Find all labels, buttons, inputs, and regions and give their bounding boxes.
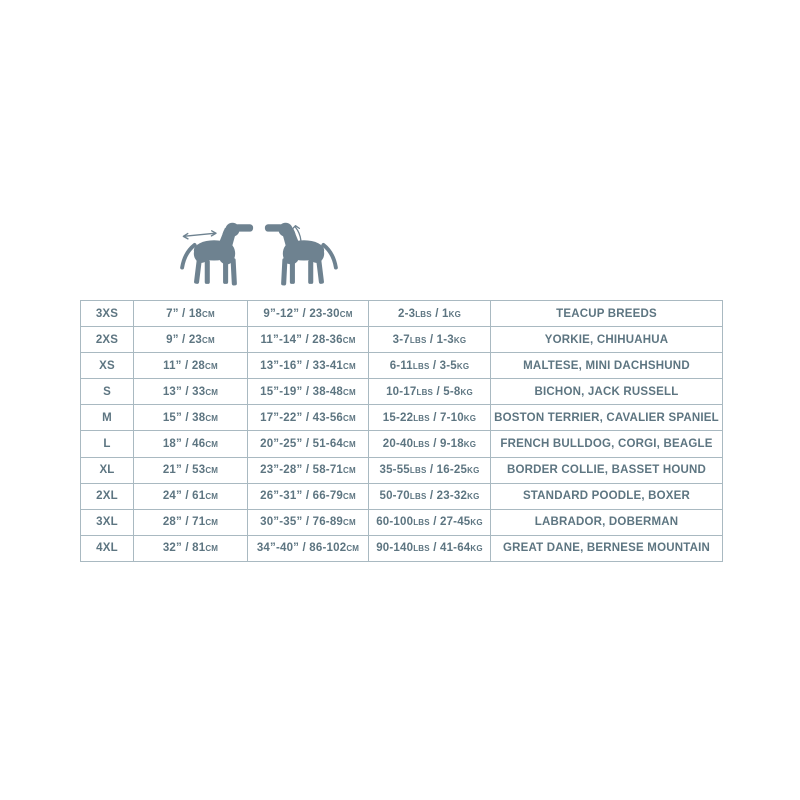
back-length-cell: 28” / 71cm xyxy=(133,508,248,536)
weight-cell: 60-100lbs / 27-45kg xyxy=(368,508,491,536)
breeds-cell: YORKIE, CHIHUAHUA xyxy=(490,326,723,354)
breeds-cell: BORDER COLLIE, BASSET HOUND xyxy=(490,456,723,484)
back-length-cell: 32” / 81cm xyxy=(133,534,248,562)
table-row: L 18” / 46cm 20”-25” / 51-64cm 20-40lbs … xyxy=(80,430,723,458)
table-row: 2XS 9” / 23cm 11”-14” / 28-36cm 3-7lbs /… xyxy=(80,326,723,354)
size-cell: L xyxy=(80,430,134,458)
breeds-cell: BOSTON TERRIER, CAVALIER SPANIEL xyxy=(490,404,723,432)
back-length-cell: 18” / 46cm xyxy=(133,430,248,458)
weight-cell: 50-70lbs / 23-32kg xyxy=(368,482,491,510)
table-row: M 15” / 38cm 17”-22” / 43-56cm 15-22lbs … xyxy=(80,404,723,432)
table-row: S 13” / 33cm 15”-19” / 38-48cm 10-17lbs … xyxy=(80,378,723,406)
table-row: 3XS 7” / 18cm 9”-12” / 23-30cm 2-3lbs / … xyxy=(80,299,723,328)
chest-girth-cell: 11”-14” / 28-36cm xyxy=(247,326,369,354)
size-cell: 3XL xyxy=(80,508,134,536)
chest-girth-cell: 20”-25” / 51-64cm xyxy=(247,430,369,458)
table-row: 4XL 32” / 81cm 34”-40” / 86-102cm 90-140… xyxy=(80,534,723,562)
breeds-cell: LABRADOR, DOBERMAN xyxy=(490,508,723,536)
table-row: 3XL 28” / 71cm 30”-35” / 76-89cm 60-100l… xyxy=(80,508,723,536)
chest-girth-cell: 17”-22” / 43-56cm xyxy=(247,404,369,432)
size-cell: 3XS xyxy=(80,299,134,328)
dog-back-length-icon xyxy=(180,220,256,288)
back-length-cell: 9” / 23cm xyxy=(133,326,248,354)
chest-girth-cell: 13”-16” / 33-41cm xyxy=(247,352,369,380)
breeds-cell: STANDARD POODLE, BOXER xyxy=(490,482,723,510)
chest-girth-cell: 23”-28” / 58-71cm xyxy=(247,456,369,484)
weight-cell: 3-7lbs / 1-3kg xyxy=(368,326,491,354)
table-row: 2XL 24” / 61cm 26”-31” / 66-79cm 50-70lb… xyxy=(80,482,723,510)
table-row: XL 21” / 53cm 23”-28” / 58-71cm 35-55lbs… xyxy=(80,456,723,484)
size-cell: 2XL xyxy=(80,482,134,510)
chest-girth-cell: 26”-31” / 66-79cm xyxy=(247,482,369,510)
chest-girth-cell: 9”-12” / 23-30cm xyxy=(247,299,369,328)
chest-girth-cell: 30”-35” / 76-89cm xyxy=(247,508,369,536)
size-cell: 2XS xyxy=(80,326,134,354)
back-length-arrow-icon xyxy=(182,230,217,240)
weight-cell: 6-11lbs / 3-5kg xyxy=(368,352,491,380)
size-chart-table: 3XS 7” / 18cm 9”-12” / 23-30cm 2-3lbs / … xyxy=(80,299,723,562)
weight-cell: 35-55lbs / 16-25kg xyxy=(368,456,491,484)
chest-girth-cell: 15”-19” / 38-48cm xyxy=(247,378,369,406)
breeds-cell: MALTESE, MINI DACHSHUND xyxy=(490,352,723,380)
size-cell: M xyxy=(80,404,134,432)
back-length-cell: 13” / 33cm xyxy=(133,378,248,406)
size-cell: S xyxy=(80,378,134,406)
back-length-cell: 21” / 53cm xyxy=(133,456,248,484)
table-row: XS 11” / 28cm 13”-16” / 33-41cm 6-11lbs … xyxy=(80,352,723,380)
breeds-cell: TEACUP BREEDS xyxy=(490,299,723,328)
size-cell: XS xyxy=(80,352,134,380)
weight-cell: 20-40lbs / 9-18kg xyxy=(368,430,491,458)
chest-girth-cell: 34”-40” / 86-102cm xyxy=(247,534,369,562)
back-length-cell: 11” / 28cm xyxy=(133,352,248,380)
size-cell: XL xyxy=(80,456,134,484)
breeds-cell: BICHON, JACK RUSSELL xyxy=(490,378,723,406)
back-length-cell: 15” / 38cm xyxy=(133,404,248,432)
chest-girth-arrow-icon xyxy=(287,225,302,264)
breeds-cell: GREAT DANE, BERNESE MOUNTAIN xyxy=(490,534,723,562)
weight-cell: 90-140lbs / 41-64kg xyxy=(368,534,491,562)
weight-cell: 15-22lbs / 7-10kg xyxy=(368,404,491,432)
dog-chest-girth-icon xyxy=(262,220,338,288)
back-length-cell: 24” / 61cm xyxy=(133,482,248,510)
weight-cell: 10-17lbs / 5-8kg xyxy=(368,378,491,406)
breeds-cell: FRENCH BULLDOG, CORGI, BEAGLE xyxy=(490,430,723,458)
size-cell: 4XL xyxy=(80,534,134,562)
dog-measurement-icons xyxy=(179,219,339,288)
weight-cell: 2-3lbs / 1kg xyxy=(368,299,491,328)
back-length-cell: 7” / 18cm xyxy=(133,299,248,328)
